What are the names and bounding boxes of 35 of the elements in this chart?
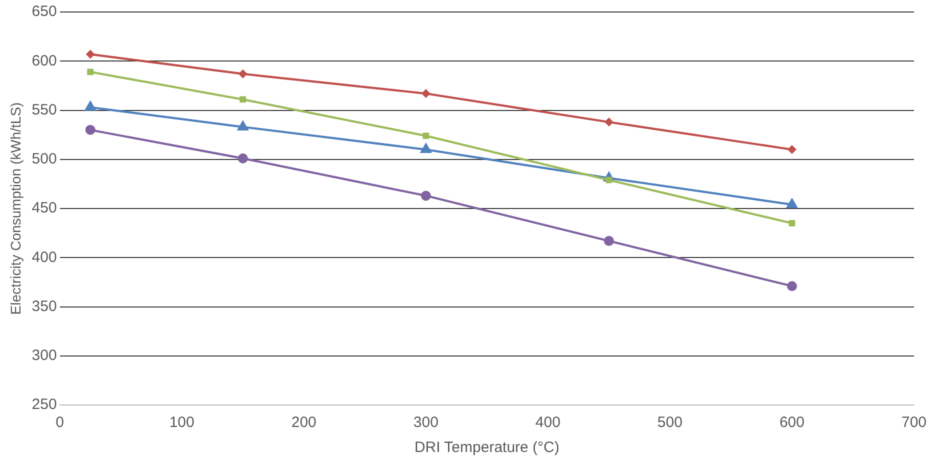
point bbox=[86, 50, 95, 59]
y-tick-label: 350 bbox=[32, 298, 57, 315]
y-tick-label: 500 bbox=[32, 150, 57, 168]
point bbox=[240, 96, 246, 103]
point bbox=[786, 281, 797, 292]
y-axis-title: Electricity Consumption (kWh/tLS) bbox=[7, 102, 24, 315]
x-tick-label: 400 bbox=[535, 414, 560, 432]
y-tick-label: 550 bbox=[32, 101, 57, 118]
point bbox=[420, 190, 431, 201]
point bbox=[85, 124, 96, 135]
y-tick-label: 650 bbox=[32, 3, 57, 20]
point bbox=[422, 132, 430, 139]
point bbox=[420, 142, 432, 154]
point bbox=[604, 118, 614, 127]
x-tick-label: 500 bbox=[657, 414, 682, 432]
y-tick-label: 450 bbox=[32, 200, 57, 217]
point bbox=[238, 153, 248, 164]
x-tick-label: 200 bbox=[291, 414, 316, 432]
point bbox=[421, 89, 430, 98]
point bbox=[786, 198, 798, 208]
y-tick-label: 600 bbox=[32, 52, 57, 70]
point bbox=[788, 220, 796, 226]
x-axis-title: DRI Temperature (°C) bbox=[414, 439, 560, 456]
x-tick-label: 600 bbox=[779, 414, 804, 432]
point bbox=[604, 236, 614, 246]
point bbox=[238, 69, 248, 78]
x-tick-label: 100 bbox=[169, 414, 194, 432]
point bbox=[787, 145, 796, 154]
x-tick-label: 0 bbox=[56, 414, 64, 432]
point bbox=[87, 68, 94, 76]
y-tick-label: 400 bbox=[32, 248, 57, 266]
x-tick-label: 700 bbox=[901, 414, 927, 432]
y-tick-label: 250 bbox=[32, 396, 57, 414]
y-tick-label: 300 bbox=[32, 347, 57, 364]
x-tick-label: 300 bbox=[413, 414, 438, 432]
